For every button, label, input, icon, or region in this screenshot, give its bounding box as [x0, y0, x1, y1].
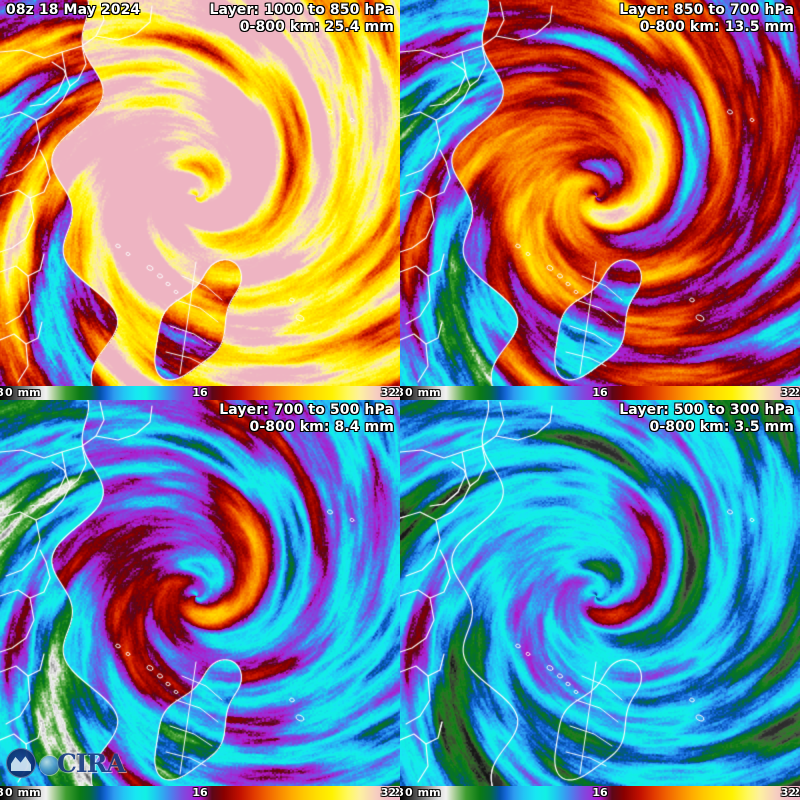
map-area-700-500[interactable]	[0, 400, 400, 786]
timestamp-label: 08z 18 May 2024	[6, 2, 141, 18]
globe-icon	[40, 755, 59, 775]
colorbar-units: mm	[17, 786, 41, 799]
colorbar-tick-16: 16	[192, 786, 208, 799]
layer-label-850-700: Layer: 850 to 700 hPa	[619, 2, 794, 18]
colorbar-gradient	[0, 386, 400, 400]
value-label-1000-850: 0-800 km: 25.4 mm	[239, 19, 394, 35]
map-area-500-300[interactable]	[400, 400, 800, 786]
map-canvas-500-300	[400, 400, 800, 786]
map-area-1000-850[interactable]	[0, 0, 400, 386]
value-label-500-300: 0-800 km: 3.5 mm	[649, 419, 794, 435]
layer-label-1000-850: Layer: 1000 to 850 hPa	[209, 2, 394, 18]
panel-850-700[interactable]: Layer: 850 to 700 hPa 0-800 km: 13.5 mm …	[400, 0, 800, 400]
map-canvas-850-700	[400, 0, 800, 386]
colorbar-tick-24: 24	[792, 786, 800, 799]
colorbar-units: mm	[417, 786, 441, 799]
colorbar-tick-8: 8	[400, 786, 600, 800]
colorbar-tick-0: 0 mm	[5, 786, 41, 799]
colorbar-gradient	[0, 786, 400, 800]
map-canvas-700-500	[0, 400, 400, 786]
colorbar-tick-0: 0 mm	[405, 386, 441, 399]
colorbar-tick-24: 24	[792, 386, 800, 399]
colorbar-units: mm	[417, 386, 441, 399]
colorbar-tick-8: 8	[0, 386, 200, 400]
watermark: CIRA	[6, 746, 136, 780]
map-canvas-1000-850	[0, 0, 400, 386]
colorbar-tick-32: 32	[780, 386, 796, 399]
colorbar-tick-8: 8	[0, 786, 200, 800]
colorbar-tick-24: 24	[392, 786, 400, 799]
colorbar-units: mm	[17, 386, 41, 399]
colorbar-1000-850: 0mm 8 16 24 32	[0, 386, 400, 400]
colorbar-tick-0: 0 mm	[5, 386, 41, 399]
value-label-700-500: 0-800 km: 8.4 mm	[249, 419, 394, 435]
panel-700-500[interactable]: Layer: 700 to 500 hPa 0-800 km: 8.4 mm C…	[0, 400, 400, 800]
colorbar-tick-32: 32	[380, 386, 396, 399]
colorbar-tick-32: 32	[780, 786, 796, 799]
colorbar-500-300: 0mm 8 16 24 32	[400, 786, 800, 800]
colorbar-850-700: 0mm 8 16 24 32	[400, 386, 800, 400]
colorbar-gradient	[400, 386, 800, 400]
noaa-seal-icon	[6, 748, 36, 778]
colorbar-tick-16: 16	[192, 386, 208, 399]
cira-logo-text: CIRA	[40, 751, 126, 776]
colorbar-gradient	[400, 786, 800, 800]
map-area-850-700[interactable]	[400, 0, 800, 386]
colorbar-tick-16: 16	[592, 386, 608, 399]
colorbar-tick-8: 8	[400, 386, 600, 400]
panel-500-300[interactable]: Layer: 500 to 300 hPa 0-800 km: 3.5 mm 0…	[400, 400, 800, 800]
colorbar-tick-0: 0 mm	[405, 786, 441, 799]
layer-label-700-500: Layer: 700 to 500 hPa	[219, 402, 394, 418]
panel-1000-850[interactable]: 08z 18 May 2024 Layer: 1000 to 850 hPa 0…	[0, 0, 400, 400]
colorbar-tick-16: 16	[592, 786, 608, 799]
colorbar-tick-32: 32	[380, 786, 396, 799]
layer-label-500-300: Layer: 500 to 300 hPa	[619, 402, 794, 418]
colorbar-700-500: 0mm 8 16 24 32	[0, 786, 400, 800]
value-label-850-700: 0-800 km: 13.5 mm	[639, 19, 794, 35]
colorbar-tick-24: 24	[392, 386, 400, 399]
